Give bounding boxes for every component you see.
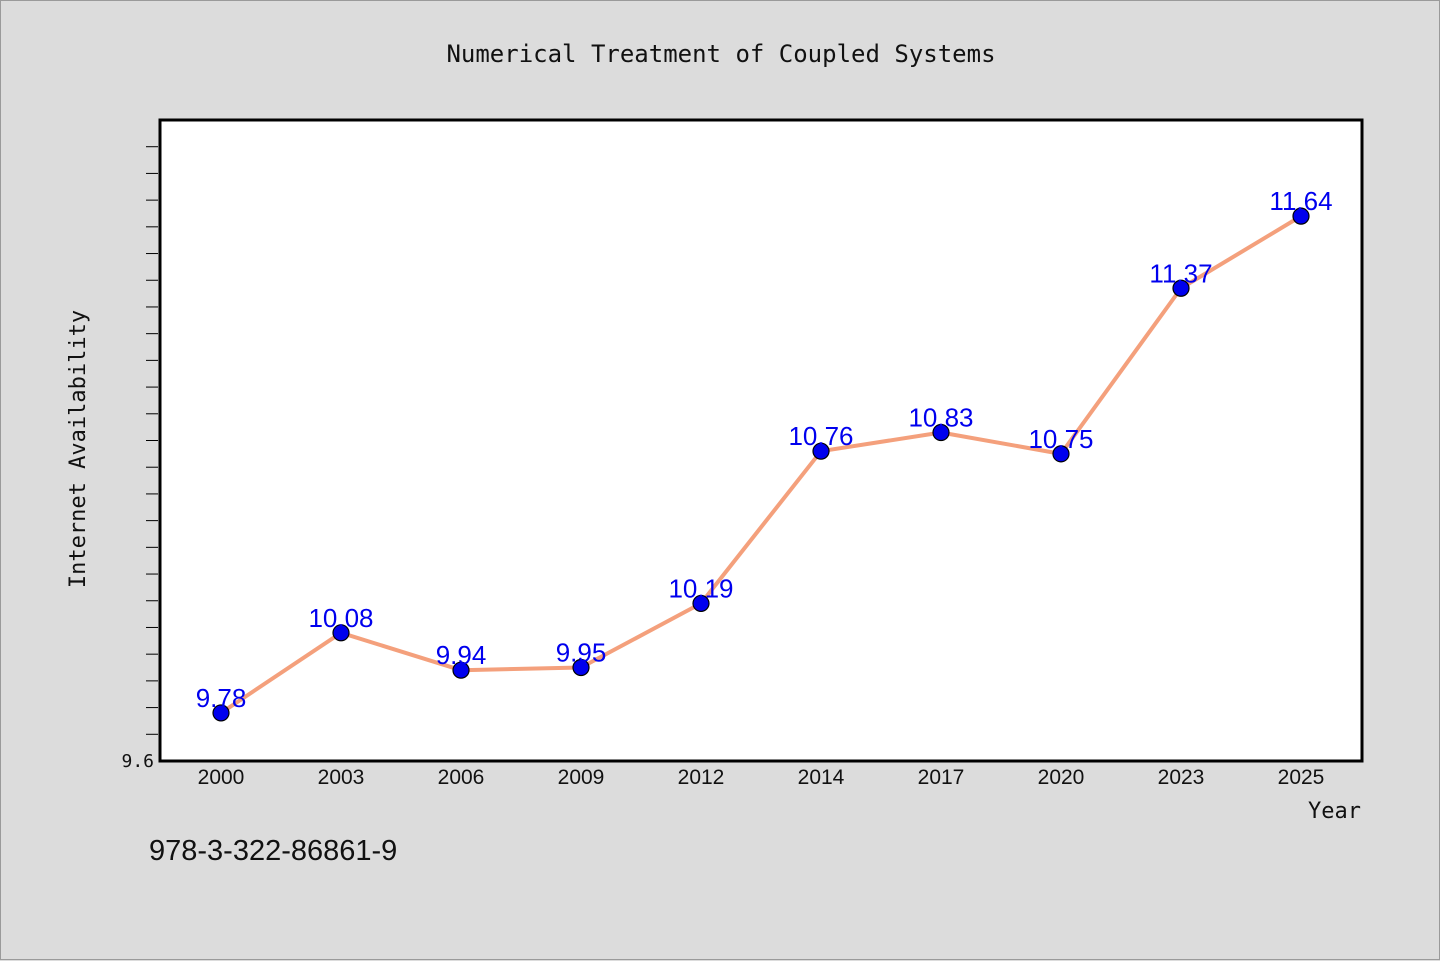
- data-point: [212, 704, 230, 722]
- data-label: 9.78: [196, 683, 247, 713]
- y-tick-label: 9.6: [121, 751, 154, 772]
- y-axis-label: Internet Availability: [66, 310, 91, 588]
- x-tick-label: 2017: [918, 766, 965, 789]
- x-tick-label: 2014: [798, 766, 845, 789]
- y-axis-tick-labels: 9.6: [121, 751, 154, 772]
- x-tick-label: 2000: [198, 766, 245, 789]
- x-tick-label: 2009: [558, 766, 605, 789]
- data-label: 10.75: [1028, 424, 1093, 454]
- x-tick-label: 2006: [438, 766, 485, 789]
- y-axis-ticks: [146, 146, 158, 735]
- series-line: [219, 214, 1303, 715]
- x-tick-label: 2023: [1158, 766, 1205, 789]
- data-label: 9.94: [436, 640, 487, 670]
- data-label: 10.08: [308, 603, 373, 633]
- data-point: [1292, 207, 1310, 225]
- plot-area: [158, 118, 1364, 763]
- data-point: [332, 624, 350, 642]
- data-point: [932, 423, 950, 442]
- data-label: 9.95: [556, 638, 607, 668]
- data-point: [452, 661, 470, 679]
- x-tick-label: 2025: [1278, 766, 1325, 789]
- data-point: [692, 594, 710, 613]
- chart-title: Numerical Treatment of Coupled Systems: [446, 40, 995, 68]
- data-point: [812, 442, 830, 460]
- data-label: 10.83: [908, 402, 973, 432]
- series-group: 9.78 10.08 9.94 9.95 10.19 10.76 10.83 10.75 11.…: [196, 186, 1333, 722]
- x-tick-label: 2020: [1038, 766, 1085, 789]
- x-tick-label: 2012: [678, 766, 725, 789]
- data-point: [572, 658, 590, 677]
- x-axis-label: Year: [1308, 799, 1361, 824]
- data-label: 11.37: [1149, 258, 1212, 288]
- isbn-text: 978-3-322-86861-9: [149, 835, 398, 867]
- x-axis-tick-labels: 2000 2003 2006 2009 2012 2014 2017 2020 2023 2025: [198, 766, 1325, 789]
- data-point: [1052, 445, 1070, 463]
- data-label: 10.19: [668, 573, 733, 603]
- data-label: 10.76: [788, 421, 853, 451]
- data-point: [1172, 279, 1190, 297]
- x-tick-label: 2003: [318, 766, 365, 789]
- data-label: 11.64: [1269, 186, 1332, 216]
